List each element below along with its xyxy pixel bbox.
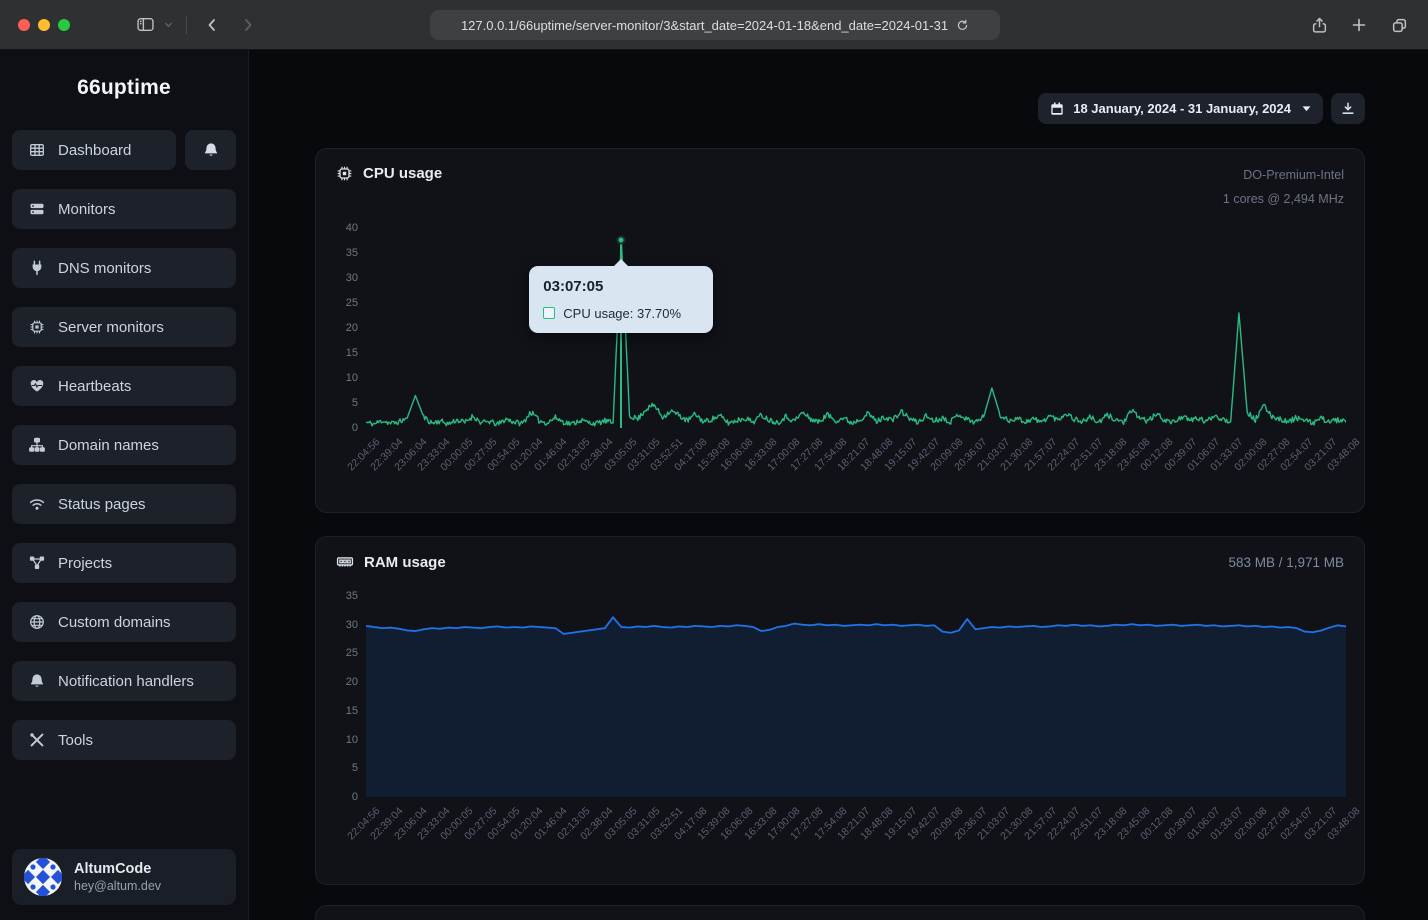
sidebar-item-status-pages[interactable]: Status pages: [12, 484, 236, 524]
sidebar-item-tools[interactable]: Tools: [12, 720, 236, 760]
sidebar-item-label: Notification handlers: [58, 673, 194, 690]
y-axis-label: 20: [318, 676, 358, 688]
divider: [186, 16, 187, 34]
sidebar-toggle-icon[interactable]: [130, 10, 160, 40]
sidebar-item-dashboard[interactable]: Dashboard: [12, 130, 176, 170]
sidebar-item-heartbeats[interactable]: Heartbeats: [12, 366, 236, 406]
reload-icon[interactable]: [956, 19, 969, 32]
tab-overview-icon[interactable]: [1384, 10, 1414, 40]
y-axis-label: 35: [318, 247, 358, 259]
traffic-lights: [18, 19, 70, 31]
y-axis-label: 40: [318, 222, 358, 234]
sidebar-item-domain-names[interactable]: Domain names: [12, 425, 236, 465]
y-axis-label: 5: [318, 397, 358, 409]
user-email: hey@altum.dev: [74, 879, 161, 893]
cpu-usage-card: CPU usage DO-Premium-Intel 1 cores @ 2,4…: [315, 148, 1365, 513]
tooltip-time: 03:07:05: [543, 278, 699, 295]
diagram-icon: [28, 555, 45, 572]
new-tab-icon[interactable]: [1344, 10, 1374, 40]
minimize-window-button[interactable]: [38, 19, 50, 31]
browser-chrome: 127.0.0.1/66uptime/server-monitor/3&star…: [0, 0, 1428, 50]
wifi-icon: [28, 496, 45, 513]
cpu-chart[interactable]: 403530252015105022:04:5622:39:0423:06:04…: [316, 149, 1364, 512]
share-icon[interactable]: [1304, 10, 1334, 40]
sidebar-item-label: Monitors: [58, 201, 116, 218]
sidebar: 66uptime Dashboard Monitors DNS monitors Se…: [0, 50, 249, 920]
y-axis-label: 0: [318, 791, 358, 803]
sidebar-item-label: DNS monitors: [58, 260, 151, 277]
user-card[interactable]: AltumCode hey@altum.dev: [12, 849, 236, 905]
download-report-button[interactable]: [1331, 93, 1365, 124]
bell-icon: [28, 673, 45, 690]
y-axis-label: 5: [318, 762, 358, 774]
sidebar-item-server-monitors[interactable]: Server monitors: [12, 307, 236, 347]
tooltip-marker-dot: [617, 235, 626, 244]
heart-icon: [28, 378, 45, 395]
main-content: 18 January, 2024 - 31 January, 2024: [249, 50, 1428, 920]
calendar-icon: [1050, 102, 1064, 116]
date-range-text: 18 January, 2024 - 31 January, 2024: [1073, 101, 1291, 116]
url-text: 127.0.0.1/66uptime/server-monitor/3&star…: [461, 18, 948, 33]
address-bar[interactable]: 127.0.0.1/66uptime/server-monitor/3&star…: [430, 10, 1000, 40]
grid-icon: [28, 142, 45, 159]
y-axis-label: 25: [318, 647, 358, 659]
y-axis-label: 10: [318, 372, 358, 384]
tooltip-value: CPU usage: 37.70%: [563, 306, 681, 321]
zoom-window-button[interactable]: [58, 19, 70, 31]
y-axis-label: 30: [318, 272, 358, 284]
sidebar-item-label: Status pages: [58, 496, 146, 513]
sitemap-icon: [28, 437, 45, 454]
y-axis-label: 15: [318, 705, 358, 717]
sidebar-item-label: Custom domains: [58, 614, 171, 631]
close-window-button[interactable]: [18, 19, 30, 31]
caret-down-icon: [1302, 105, 1311, 112]
server-icon: [28, 201, 45, 218]
y-axis-label: 35: [318, 590, 358, 602]
sidebar-item-label: Projects: [58, 555, 112, 572]
next-card-partial: [315, 905, 1365, 920]
sidebar-nav: Dashboard Monitors DNS monitors Server moni…: [12, 130, 236, 760]
sidebar-item-label: Domain names: [58, 437, 159, 454]
sidebar-item-projects[interactable]: Projects: [12, 543, 236, 583]
sidebar-item-label: Dashboard: [58, 142, 131, 159]
sidebar-item-notification-handlers[interactable]: Notification handlers: [12, 661, 236, 701]
sidebar-item-label: Heartbeats: [58, 378, 131, 395]
sidebar-item-dns-monitors[interactable]: DNS monitors: [12, 248, 236, 288]
sidebar-item-label: Tools: [58, 732, 93, 749]
ram-usage-card: RAM usage 583 MB / 1,971 MB 353025201510…: [315, 536, 1365, 885]
chip-icon: [28, 319, 45, 336]
forward-button[interactable]: [233, 10, 263, 40]
notifications-bell-button[interactable]: [185, 130, 236, 170]
y-axis-label: 0: [318, 422, 358, 434]
y-axis-label: 30: [318, 619, 358, 631]
plug-icon: [28, 260, 45, 277]
tools-icon: [28, 732, 45, 749]
tooltip-series-swatch: [543, 307, 555, 319]
chevron-down-icon[interactable]: [160, 10, 176, 40]
app-logo: 66uptime: [12, 76, 236, 100]
y-axis-label: 20: [318, 322, 358, 334]
sidebar-item-custom-domains[interactable]: Custom domains: [12, 602, 236, 642]
y-axis-label: 15: [318, 347, 358, 359]
date-range-picker[interactable]: 18 January, 2024 - 31 January, 2024: [1038, 93, 1323, 124]
y-axis-label: 10: [318, 734, 358, 746]
avatar: [24, 858, 62, 896]
y-axis-label: 25: [318, 297, 358, 309]
sidebar-item-label: Server monitors: [58, 319, 164, 336]
sidebar-item-monitors[interactable]: Monitors: [12, 189, 236, 229]
back-button[interactable]: [197, 10, 227, 40]
globe-icon: [28, 614, 45, 631]
user-name: AltumCode: [74, 861, 161, 877]
chart-tooltip: 03:07:05 CPU usage: 37.70%: [529, 266, 713, 333]
ram-chart[interactable]: 3530252015105022:04:5622:39:0423:06:0423…: [316, 537, 1364, 884]
